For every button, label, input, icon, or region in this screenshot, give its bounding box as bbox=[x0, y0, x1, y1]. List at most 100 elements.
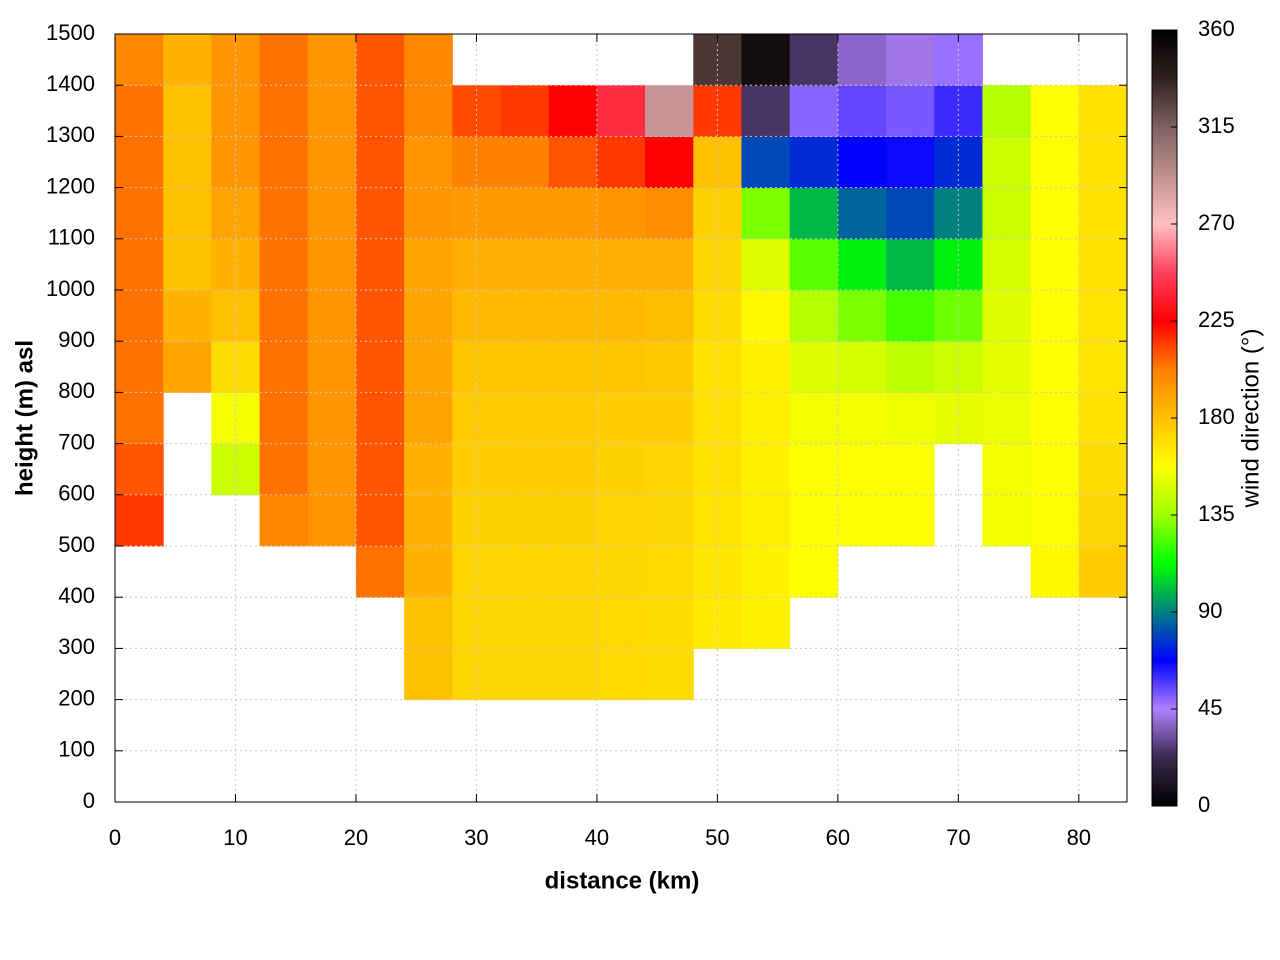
heatmap-cell bbox=[645, 85, 694, 137]
heatmap-cell bbox=[645, 648, 694, 701]
y-tick-label: 1400 bbox=[46, 71, 95, 96]
heatmap-cell bbox=[741, 34, 791, 86]
heatmap-cell bbox=[789, 494, 839, 547]
y-tick-label: 1200 bbox=[46, 173, 95, 198]
heatmap-cell bbox=[500, 648, 550, 701]
x-tick-label: 60 bbox=[826, 825, 850, 850]
heatmap-cell bbox=[259, 187, 309, 240]
heatmap-cell bbox=[982, 443, 1032, 496]
heatmap-cell bbox=[404, 34, 453, 86]
heatmap-cell bbox=[596, 187, 646, 240]
heatmap-cell bbox=[307, 392, 357, 445]
heatmap-cell bbox=[259, 85, 309, 137]
heatmap-cell bbox=[548, 392, 598, 445]
heatmap-cell bbox=[886, 238, 935, 291]
heatmap-cell bbox=[1030, 494, 1080, 547]
x-tick-label: 10 bbox=[223, 825, 247, 850]
heatmap-cell bbox=[741, 85, 791, 137]
heatmap-cell bbox=[548, 290, 598, 342]
y-tick-label: 400 bbox=[58, 583, 95, 608]
heatmap-cell bbox=[596, 341, 646, 393]
y-tick-label: 700 bbox=[58, 429, 95, 454]
heatmap-cell bbox=[693, 85, 742, 137]
heatmap-cell bbox=[500, 494, 550, 547]
heatmap-cell bbox=[500, 290, 550, 342]
heatmap-cell bbox=[355, 392, 405, 445]
heatmap-cell bbox=[355, 85, 405, 137]
heatmap-cell bbox=[259, 290, 309, 342]
heatmap-cell bbox=[163, 290, 212, 342]
heatmap-cell bbox=[404, 494, 453, 547]
heatmap-cell bbox=[307, 34, 357, 86]
y-tick-label: 1100 bbox=[48, 225, 95, 250]
heatmap-cell bbox=[500, 443, 550, 496]
heatmap-cell bbox=[1078, 443, 1128, 496]
y-axis-label: height (m) asl bbox=[11, 340, 38, 496]
x-axis-label: distance (km) bbox=[545, 867, 700, 894]
heatmap-cell bbox=[837, 136, 887, 189]
heatmap-cell bbox=[355, 494, 405, 547]
heatmap-cell bbox=[741, 341, 791, 393]
heatmap-cell bbox=[115, 341, 164, 393]
heatmap-cell bbox=[1030, 341, 1080, 393]
heatmap-cell bbox=[982, 238, 1032, 291]
heatmap-cell bbox=[645, 597, 694, 649]
heatmap-cell bbox=[1030, 187, 1080, 240]
heatmap-cell bbox=[404, 648, 453, 701]
heatmap-cell bbox=[741, 136, 791, 189]
heatmap-cell bbox=[307, 494, 357, 547]
heatmap-cell bbox=[548, 546, 598, 598]
heatmap-cell bbox=[837, 238, 887, 291]
y-tick-label: 600 bbox=[58, 481, 95, 506]
x-tick-label: 20 bbox=[344, 825, 368, 850]
heatmap-cell bbox=[163, 187, 212, 240]
heatmap-cell bbox=[596, 85, 646, 137]
heatmap-cell bbox=[259, 34, 309, 86]
heatmap-cell bbox=[404, 597, 453, 649]
heatmap-cell bbox=[259, 136, 309, 189]
heatmap-cell bbox=[789, 546, 839, 598]
heatmap-cell bbox=[404, 341, 453, 393]
heatmap-cell bbox=[163, 136, 212, 189]
heatmap-cell bbox=[886, 85, 935, 137]
heatmap-cell bbox=[596, 494, 646, 547]
heatmap-cell bbox=[837, 392, 887, 445]
heatmap-cell bbox=[500, 238, 550, 291]
heatmap-cell bbox=[982, 341, 1032, 393]
y-tick-label: 300 bbox=[58, 634, 95, 659]
heatmap-cell bbox=[259, 238, 309, 291]
heatmap-cell bbox=[596, 546, 646, 598]
heatmap-cell bbox=[163, 238, 212, 291]
heatmap-cell bbox=[404, 238, 453, 291]
heatmap-cell bbox=[500, 187, 550, 240]
heatmap-cell bbox=[596, 392, 646, 445]
heatmap-cell bbox=[1078, 392, 1128, 445]
heatmap-cell bbox=[259, 341, 309, 393]
heatmap-cell bbox=[404, 392, 453, 445]
colorbar bbox=[1151, 29, 1178, 807]
heatmap-cell bbox=[741, 443, 791, 496]
heatmap-cell bbox=[1078, 290, 1128, 342]
heatmap-cell bbox=[596, 648, 646, 701]
heatmap bbox=[115, 34, 1128, 701]
heatmap-cell bbox=[645, 136, 694, 189]
colorbar-label: wind direction (°) bbox=[1237, 329, 1264, 509]
heatmap-cell bbox=[886, 34, 935, 86]
heatmap-cell bbox=[211, 85, 261, 137]
y-tick-label: 900 bbox=[58, 327, 95, 352]
heatmap-cell bbox=[307, 290, 357, 342]
heatmap-cell bbox=[500, 136, 550, 189]
heatmap-cell bbox=[1030, 238, 1080, 291]
x-tick-label: 30 bbox=[464, 825, 488, 850]
y-tick-label: 1500 bbox=[46, 20, 95, 45]
heatmap-cell bbox=[741, 546, 791, 598]
x-tick-label: 50 bbox=[705, 825, 729, 850]
heatmap-cell bbox=[1030, 443, 1080, 496]
heatmap-cell bbox=[452, 85, 502, 137]
heatmap-cell bbox=[645, 238, 694, 291]
heatmap-cell bbox=[837, 341, 887, 393]
heatmap-cell bbox=[307, 187, 357, 240]
heatmap-cell bbox=[307, 85, 357, 137]
heatmap-cell bbox=[596, 597, 646, 649]
heatmap-cell bbox=[500, 392, 550, 445]
